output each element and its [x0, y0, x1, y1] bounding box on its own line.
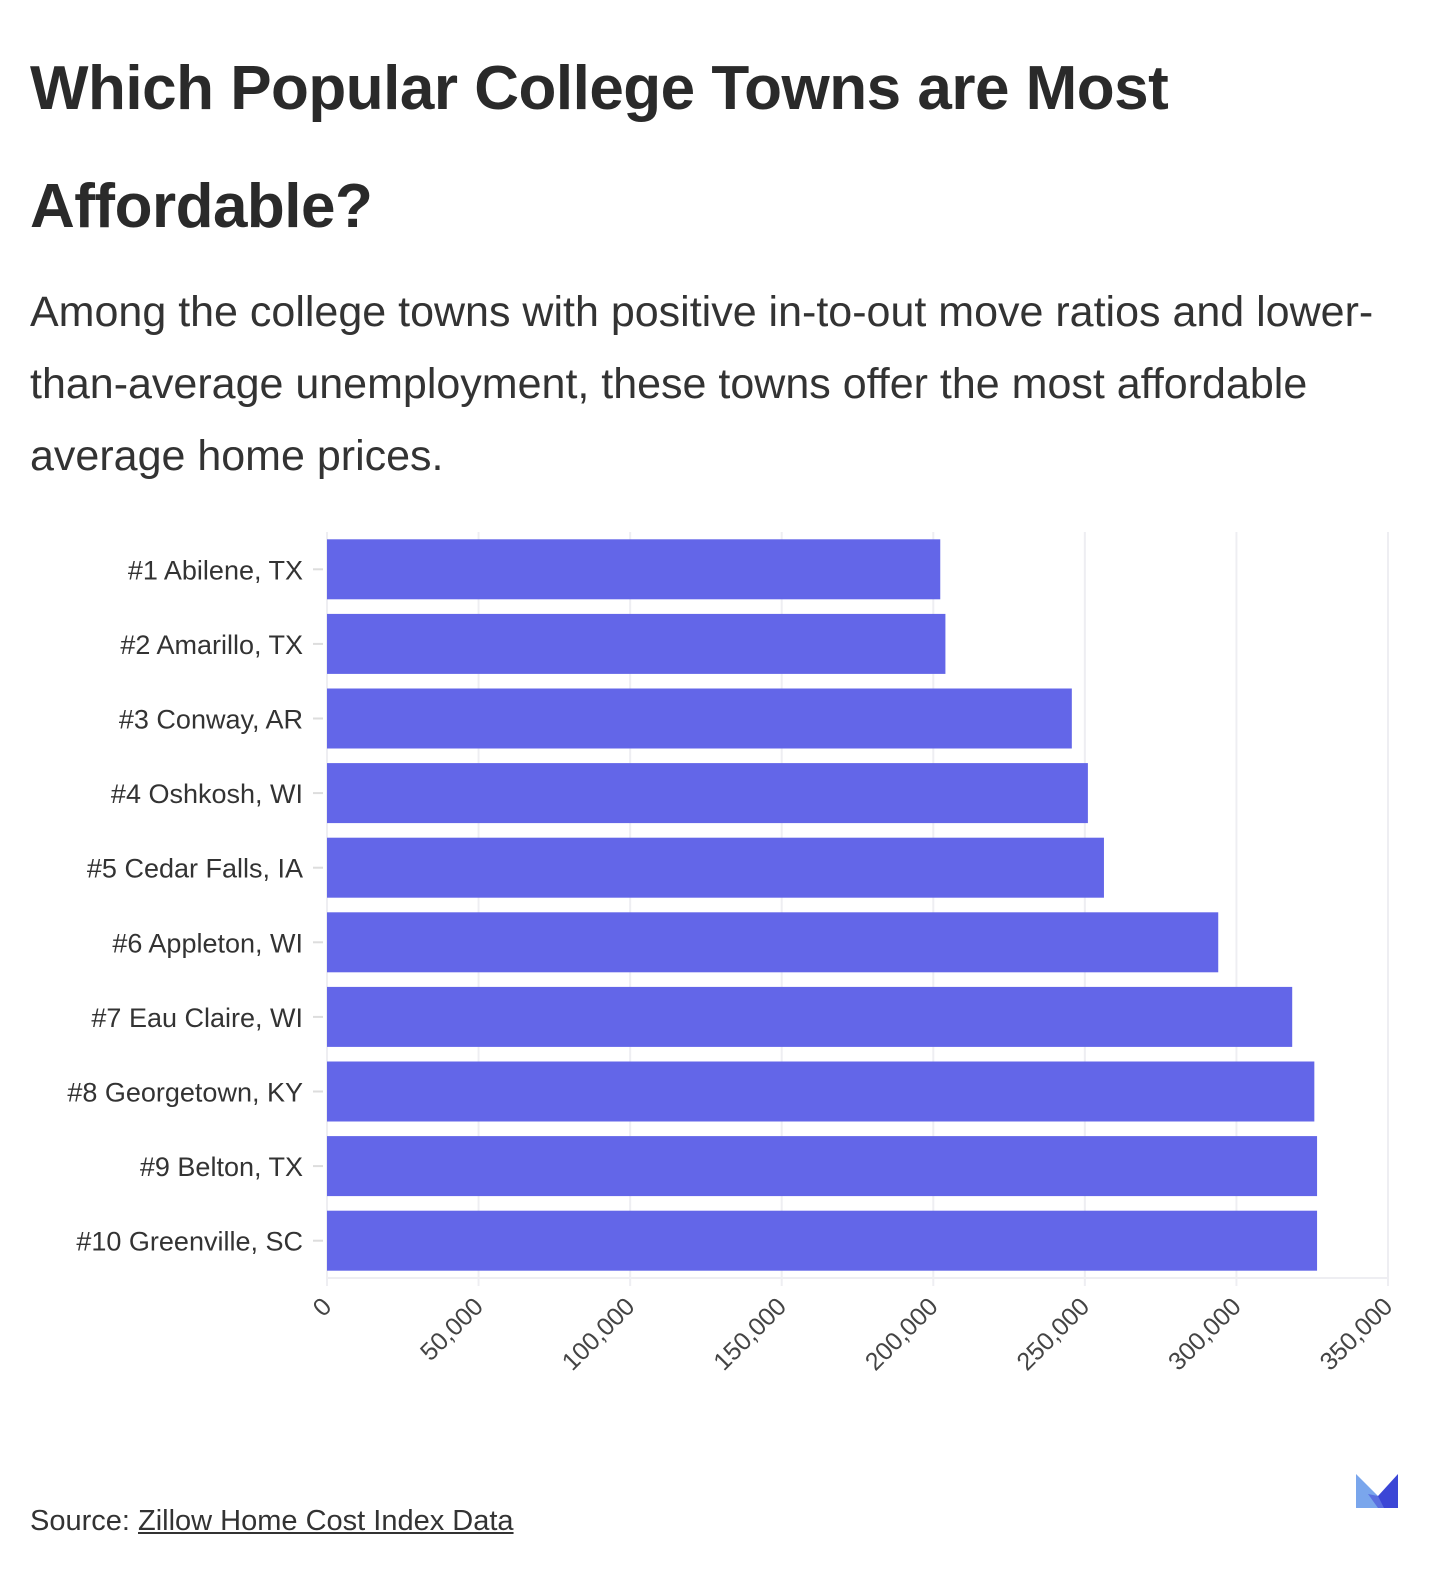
bar-chart: 0 50,000 100,000 150,000 200,000 250,000 300,0… [67, 532, 1399, 1376]
y-category-label: #3 Conway, AR [119, 705, 303, 735]
bar [327, 1061, 1315, 1122]
x-tick-label: 0 [308, 1292, 338, 1322]
chart-title: Which Popular College Towns are Most Aff… [30, 54, 1169, 241]
x-tick-label: 50,000 [415, 1292, 489, 1366]
y-category-label: #2 Amarillo, TX [120, 630, 303, 660]
bar [327, 1136, 1318, 1197]
chart-subtitle: Among the college towns with positive in… [30, 288, 1374, 480]
y-category-label: #6 Appleton, WI [112, 928, 303, 958]
bar [327, 763, 1088, 824]
bar [327, 986, 1293, 1047]
x-tick-label: 150,000 [708, 1292, 792, 1376]
bar [327, 912, 1219, 973]
bar [327, 1210, 1318, 1271]
y-category-label: #4 Oshkosh, WI [111, 779, 303, 809]
bar [327, 837, 1104, 898]
x-tick-label: 250,000 [1011, 1292, 1095, 1376]
bar [327, 688, 1072, 749]
y-category-label: #7 Eau Claire, WI [91, 1003, 303, 1033]
x-tick-label: 350,000 [1315, 1292, 1399, 1376]
x-tick-label: 300,000 [1163, 1292, 1247, 1376]
x-tick-label: 100,000 [557, 1292, 641, 1376]
source-link[interactable]: Zillow Home Cost Index Data [138, 1505, 514, 1537]
y-category-label: #1 Abilene, TX [128, 555, 303, 585]
y-category-label: #5 Cedar Falls, IA [87, 854, 303, 884]
brand-m-logo [1356, 1474, 1398, 1508]
y-category-label: #8 Georgetown, KY [67, 1078, 303, 1108]
y-category-label: #9 Belton, TX [140, 1152, 303, 1182]
source-label: Source: [30, 1505, 130, 1537]
source-note: Source: Zillow Home Cost Index Data [30, 1505, 514, 1538]
x-tick-label: 200,000 [860, 1292, 944, 1376]
bar [327, 539, 941, 600]
bar [327, 613, 946, 674]
y-category-label: #10 Greenville, SC [76, 1227, 303, 1257]
